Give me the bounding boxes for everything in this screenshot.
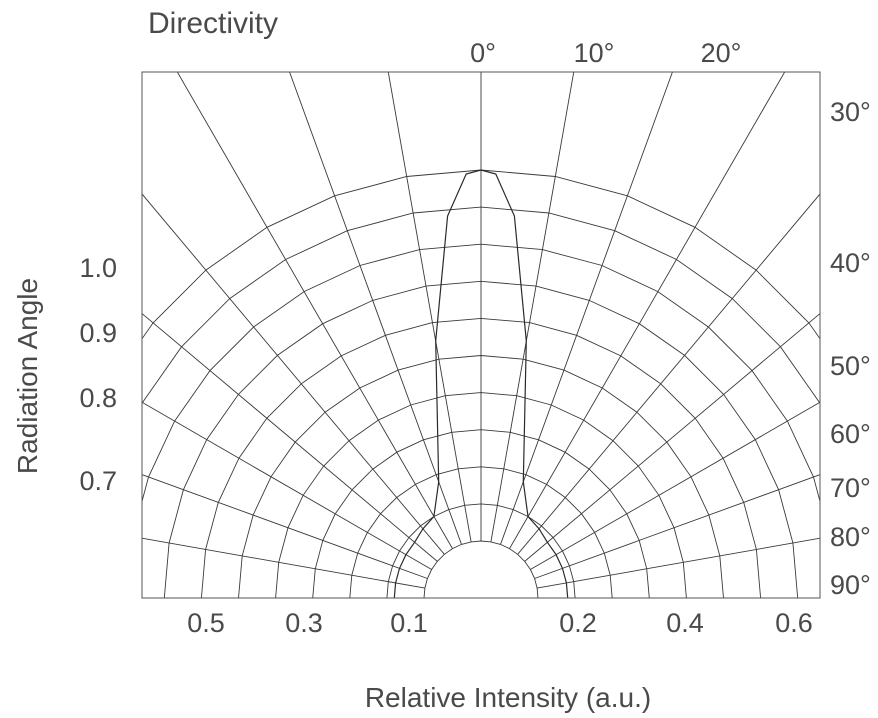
radial-gridline	[530, 401, 820, 570]
radial-gridline	[142, 193, 445, 555]
radial-gridline	[490, 72, 575, 542]
angle-tick-label: 70°	[830, 473, 871, 503]
angle-tick-label: 20°	[701, 38, 742, 68]
angle-tick-label: 40°	[830, 248, 871, 278]
directivity-curve-layer	[393, 169, 569, 598]
radial-ring	[163, 280, 799, 598]
radial-ring	[312, 429, 650, 598]
intensity-tick-label: 0.4	[666, 608, 704, 638]
angle-tick-label: 80°	[830, 522, 871, 552]
radial-gridline	[524, 312, 820, 562]
radial-gridline	[517, 193, 820, 555]
angle-tick-label: 90°	[830, 570, 871, 600]
directivity-series-line	[393, 169, 569, 598]
x-axis-label: Relative Intensity (a.u.)	[365, 682, 651, 713]
polar-grid	[142, 72, 820, 598]
radial-ring	[142, 169, 820, 340]
radial-ring	[238, 355, 724, 598]
radial-gridline	[387, 72, 472, 542]
radial-ring	[386, 503, 576, 598]
radial-gridline	[176, 72, 453, 549]
radial-gridline	[500, 72, 673, 545]
radial-gridline	[537, 537, 820, 589]
radial-gridline	[534, 474, 820, 579]
radial-ring	[275, 392, 687, 598]
radial-ring	[200, 317, 762, 598]
angle-tick-label: 10°	[574, 38, 615, 68]
plot-frame	[141, 71, 821, 599]
angle-tick-label: 0°	[470, 38, 496, 68]
radial-ring	[349, 466, 613, 598]
radial-gridline	[142, 537, 425, 589]
angle-tick-label: 60°	[830, 419, 871, 449]
intensity-tick-label: 0.1	[390, 608, 428, 638]
radial-gridline	[142, 312, 438, 562]
radial-gridline	[142, 474, 428, 579]
y-axis-label: Radiation Angle	[12, 278, 43, 474]
radial-gridline	[509, 72, 786, 549]
intensity-tick-label: 0.6	[775, 608, 813, 638]
intensity-tick-label: 0.2	[559, 608, 597, 638]
radial-gridline	[289, 72, 462, 545]
intensity-tick-label: 0.8	[79, 383, 117, 413]
intensity-tick-label: 0.9	[79, 318, 117, 348]
angle-tick-label: 30°	[830, 97, 871, 127]
radial-gridline	[142, 401, 432, 570]
radial-ring	[142, 243, 820, 504]
tick-labels: 0° 10° 20° 30° 40° 50° 60° 70° 80° 90° 1.0 0.9 0.8 0.…	[79, 38, 870, 638]
intensity-tick-label: 1.0	[79, 253, 117, 283]
intensity-tick-label: 0.7	[79, 466, 117, 496]
intensity-tick-label: 0.5	[187, 608, 225, 638]
angle-tick-label: 50°	[830, 351, 871, 381]
inner-ring	[423, 540, 539, 598]
chart-title: Directivity	[148, 7, 278, 40]
intensity-tick-label: 0.3	[285, 608, 323, 638]
